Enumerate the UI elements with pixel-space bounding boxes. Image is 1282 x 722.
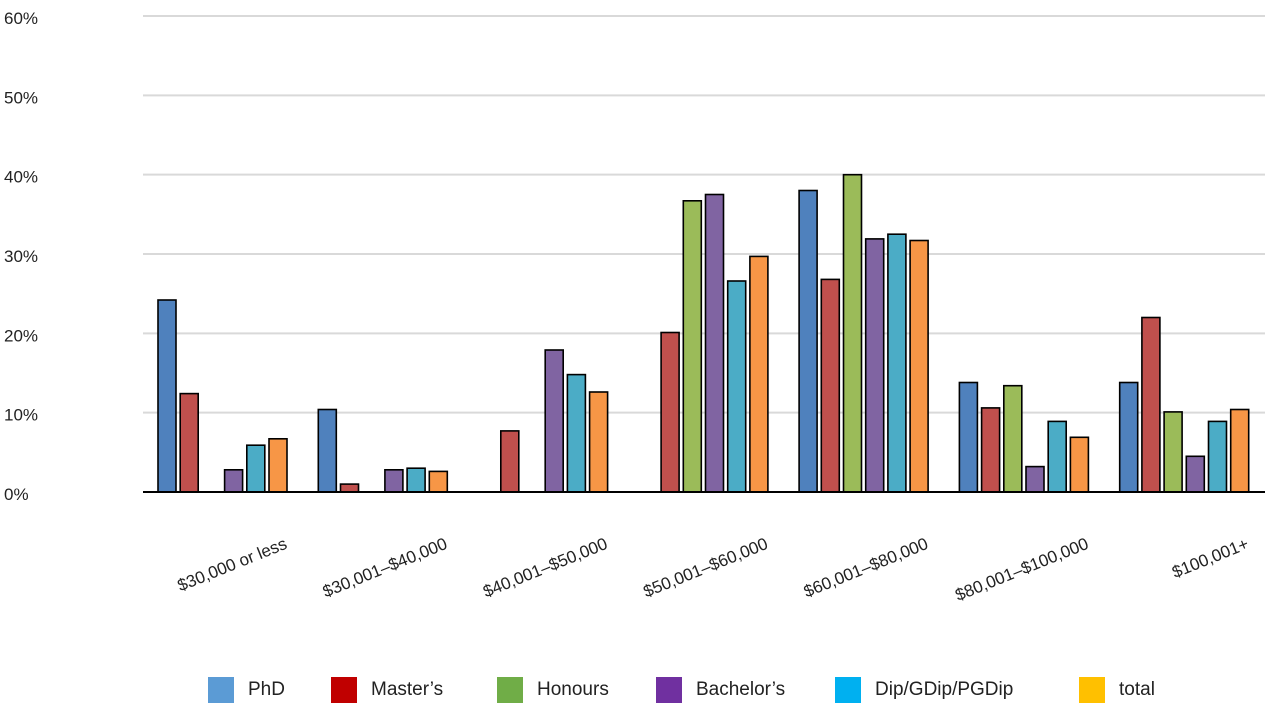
x-tick-label: $30,001–$40,000 xyxy=(320,534,450,601)
bar-chart: 0%10%20%30%40%50%60% $30,000 or less $30,… xyxy=(4,9,1265,605)
bar xyxy=(339,483,360,493)
bar xyxy=(268,437,288,493)
legend-swatch xyxy=(208,677,234,703)
y-tick-label: 40% xyxy=(4,168,38,187)
bar xyxy=(384,468,404,493)
bar xyxy=(1025,465,1045,493)
bar xyxy=(1229,408,1250,493)
y-tick-label: 60% xyxy=(4,9,38,28)
legend-label: Dip/GDip/PGDip xyxy=(875,679,1014,700)
bar xyxy=(499,430,520,493)
legend-item: Bachelor’s xyxy=(656,670,785,710)
bars xyxy=(157,173,1250,493)
bar xyxy=(1002,384,1023,493)
bar xyxy=(1118,381,1139,493)
bar xyxy=(1163,411,1183,493)
bar xyxy=(588,391,609,493)
bar xyxy=(317,408,338,493)
legend: PhD Master’s Honours Bachelor’s Dip/GDip/PGD… xyxy=(0,670,1282,710)
bar xyxy=(1141,316,1161,493)
y-tick-label: 50% xyxy=(4,88,38,107)
legend-label: total xyxy=(1119,679,1155,700)
bar xyxy=(1207,420,1228,493)
bar xyxy=(428,470,449,493)
legend-swatch xyxy=(331,677,357,703)
y-tick-label: 20% xyxy=(4,326,38,345)
bar xyxy=(566,373,587,493)
legend-item: total xyxy=(1079,670,1155,710)
legend-label: PhD xyxy=(248,679,285,700)
bar xyxy=(660,331,680,493)
bar xyxy=(1185,455,1206,493)
x-tick-label: $30,000 or less xyxy=(175,534,290,595)
legend-label: Bachelor’s xyxy=(696,679,786,700)
legend-label: Honours xyxy=(537,679,609,700)
bar xyxy=(909,239,929,493)
x-tick-label: $80,001–$100,000 xyxy=(952,534,1091,605)
legend-item: Master’s xyxy=(331,670,443,710)
legend-item: PhD xyxy=(208,670,285,710)
y-tick-label: 30% xyxy=(4,247,38,266)
legend-swatch xyxy=(497,677,523,703)
y-tick-label: 10% xyxy=(4,406,38,425)
y-tick-label: 0% xyxy=(4,485,29,504)
bar xyxy=(179,392,199,493)
x-tick-label: $100,001+ xyxy=(1169,534,1251,582)
bar xyxy=(1069,436,1090,493)
bar xyxy=(246,444,266,493)
legend-swatch xyxy=(835,677,861,703)
y-axis-ticks: 0% 10% 20% 30% 40% 50% 60% xyxy=(4,9,38,504)
bar xyxy=(157,299,177,493)
bar xyxy=(704,193,725,493)
bar xyxy=(544,349,565,493)
bar xyxy=(958,381,979,493)
legend-swatch xyxy=(1079,677,1105,703)
bar xyxy=(223,468,244,493)
x-axis-category-labels: $30,000 or less $30,001–$40,000 $40,001–$5… xyxy=(175,534,1252,605)
x-tick-label: $50,001–$60,000 xyxy=(641,534,771,601)
bar xyxy=(887,233,907,493)
bar xyxy=(842,173,863,493)
x-tick-label: $40,001–$50,000 xyxy=(480,534,610,601)
bar xyxy=(726,280,747,493)
legend-item: Dip/GDip/PGDip xyxy=(835,670,1013,710)
bar xyxy=(798,189,818,493)
bar xyxy=(682,200,703,493)
bar xyxy=(406,467,426,493)
legend-label: Master’s xyxy=(371,679,444,700)
legend-item: Honours xyxy=(497,670,609,710)
bar xyxy=(980,407,1001,493)
gridlines xyxy=(143,15,1265,414)
bar xyxy=(820,278,841,493)
x-tick-label: $60,001–$80,000 xyxy=(801,534,931,601)
bar xyxy=(864,238,885,493)
bar xyxy=(1047,420,1067,493)
bar xyxy=(749,255,769,493)
legend-swatch xyxy=(656,677,682,703)
